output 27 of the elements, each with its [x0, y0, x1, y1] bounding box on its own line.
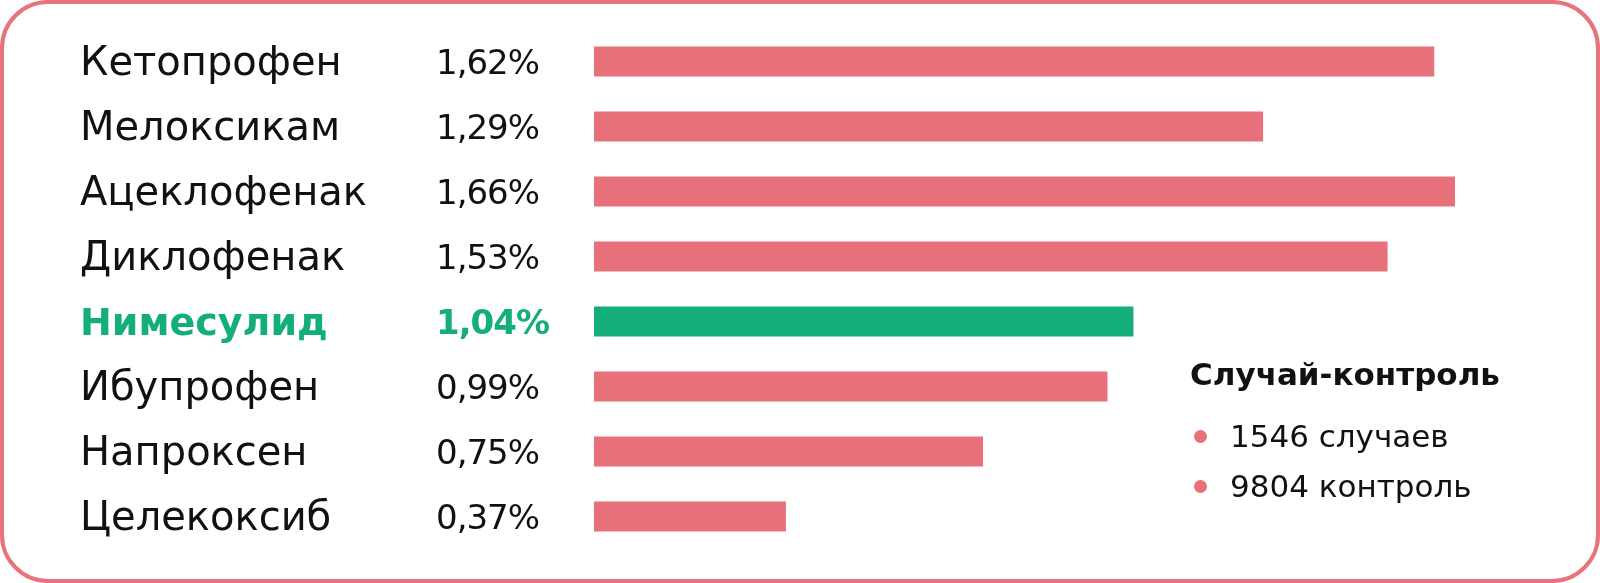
annotation: Случай-контроль — [1190, 356, 1500, 392]
data-label: 1,53% — [436, 236, 540, 277]
data-label: 0,99% — [436, 366, 540, 407]
y-tick-label: Мелоксикам — [80, 103, 341, 150]
bar — [594, 436, 984, 467]
data-label: 1,66% — [436, 171, 540, 212]
data-label: 0,75% — [436, 431, 540, 472]
bar — [594, 111, 1264, 142]
annotation: 9804 контроль — [1230, 468, 1472, 504]
bar — [594, 176, 1455, 207]
bar — [594, 306, 1134, 337]
y-tick-label: Диклофенак — [80, 233, 346, 280]
bar — [594, 46, 1435, 77]
bar — [594, 241, 1388, 272]
data-label: 1,29% — [436, 106, 540, 147]
y-tick-label: Ацеклофенак — [80, 168, 368, 215]
data-label: 1,04% — [436, 301, 549, 342]
annotation: 1546 случаев — [1230, 418, 1449, 454]
data-label: 1,62% — [436, 41, 540, 82]
y-tick-label: Целекоксиб — [80, 493, 332, 540]
data-label: 0,37% — [436, 496, 540, 537]
bar — [594, 371, 1108, 402]
y-tick-label: Нимесулид — [80, 299, 328, 344]
y-tick-label: Ибупрофен — [80, 363, 320, 410]
bar — [594, 501, 786, 532]
y-tick-label: Кетопрофен — [80, 38, 342, 85]
y-tick-label: Напроксен — [80, 428, 308, 475]
